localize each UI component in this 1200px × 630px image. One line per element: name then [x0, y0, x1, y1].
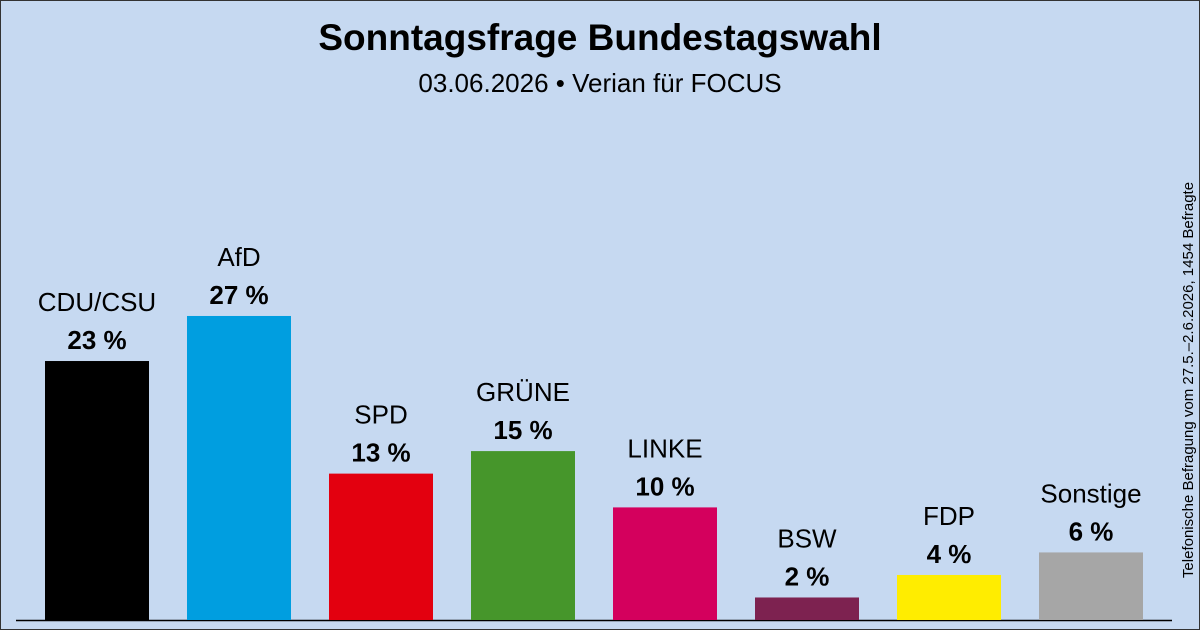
value-label: 13 %: [351, 438, 410, 468]
bar: [187, 315, 291, 620]
bar: [897, 574, 1001, 620]
category-label: AfD: [217, 242, 260, 272]
bar: [45, 361, 149, 620]
category-label: Sonstige: [1040, 478, 1141, 508]
bar: [613, 507, 717, 620]
value-label: 2 %: [785, 561, 830, 591]
value-label: 6 %: [1069, 516, 1114, 546]
value-label: 23 %: [67, 325, 126, 355]
chart-title: Sonntagsfrage Bundestagswahl: [318, 17, 881, 58]
category-label: CDU/CSU: [38, 287, 156, 317]
value-label: 15 %: [493, 415, 552, 445]
category-label: BSW: [777, 523, 837, 553]
note: Telefonische Befragung vom 27.5.–2.6.202…: [1180, 182, 1197, 578]
value-label: 10 %: [635, 471, 694, 501]
category-label: SPD: [354, 400, 407, 430]
value-label: 4 %: [927, 539, 972, 569]
bar: [755, 597, 859, 620]
bar: [329, 473, 433, 620]
category-label: GRÜNE: [476, 377, 570, 407]
chart-subtitle: 03.06.2026 • Verian für FOCUS: [418, 68, 781, 98]
value-label: 27 %: [209, 280, 268, 310]
bar: [471, 451, 575, 620]
category-label: LINKE: [627, 433, 702, 463]
bar: [1039, 552, 1143, 620]
category-label: FDP: [923, 501, 975, 531]
